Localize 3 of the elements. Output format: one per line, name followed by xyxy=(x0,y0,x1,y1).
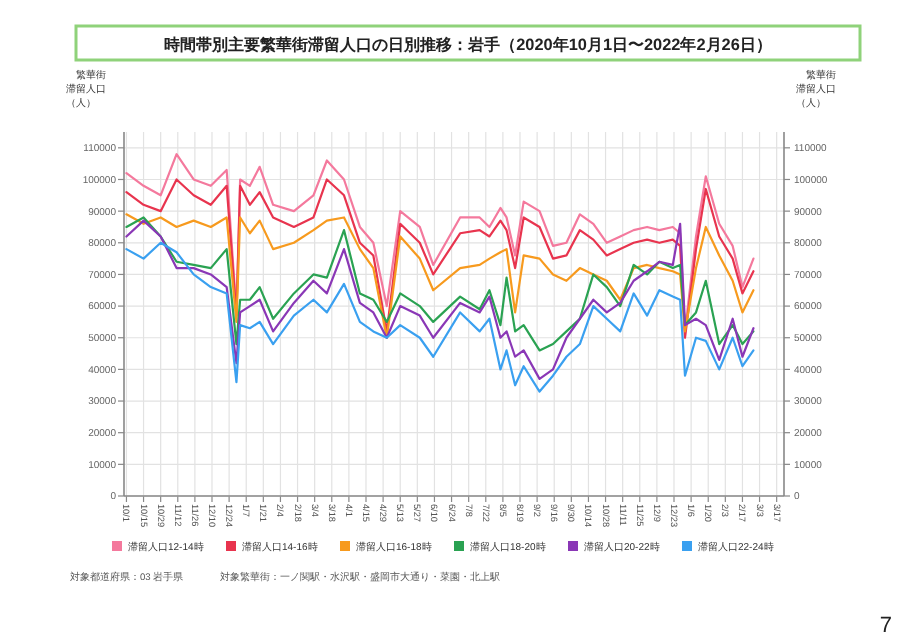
text: 7 xyxy=(879,614,892,638)
chart-title: 時間帯別主要繁華街滞留人口の日別推移：岩手（2020年10月1日〜2022年2月26日） xyxy=(164,34,772,54)
title: 時間帯別主要繁華街滞留人口の日別推移：岩手（2020年10月1日〜2022年2月26日） xyxy=(74,24,862,62)
